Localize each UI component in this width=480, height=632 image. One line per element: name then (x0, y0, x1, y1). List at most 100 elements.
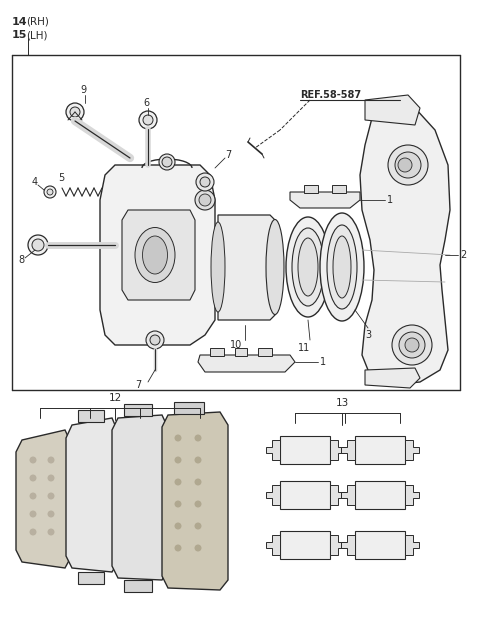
Circle shape (162, 157, 172, 167)
Text: 8: 8 (18, 255, 24, 265)
Polygon shape (360, 100, 450, 385)
Polygon shape (405, 440, 419, 460)
Bar (124, 580, 152, 592)
Circle shape (44, 186, 56, 198)
Circle shape (48, 492, 55, 499)
Polygon shape (198, 355, 295, 372)
Polygon shape (290, 192, 360, 208)
Polygon shape (280, 531, 330, 559)
Text: 11: 11 (298, 343, 310, 353)
Circle shape (399, 332, 425, 358)
Text: 7: 7 (135, 380, 141, 390)
Polygon shape (405, 535, 419, 555)
Circle shape (194, 523, 202, 530)
Polygon shape (122, 210, 195, 300)
Circle shape (28, 235, 48, 255)
Circle shape (195, 190, 215, 210)
Text: 15: 15 (12, 30, 27, 40)
Polygon shape (405, 485, 419, 505)
Bar (332, 185, 346, 193)
Circle shape (200, 177, 210, 187)
Polygon shape (330, 485, 344, 505)
Bar (235, 348, 247, 356)
Ellipse shape (298, 238, 318, 296)
Circle shape (150, 335, 160, 345)
Polygon shape (16, 430, 72, 568)
Polygon shape (355, 531, 405, 559)
Ellipse shape (143, 236, 168, 274)
Circle shape (29, 528, 36, 535)
Circle shape (29, 475, 36, 482)
Text: 7: 7 (225, 150, 231, 160)
Ellipse shape (327, 225, 357, 309)
Text: 4: 4 (32, 177, 38, 187)
Polygon shape (330, 440, 344, 460)
Polygon shape (365, 368, 420, 388)
Polygon shape (365, 95, 420, 125)
Circle shape (48, 475, 55, 482)
Text: 5: 5 (58, 173, 64, 183)
Text: 12: 12 (108, 393, 121, 403)
Bar (124, 404, 152, 416)
Circle shape (392, 325, 432, 365)
Circle shape (146, 331, 164, 349)
Circle shape (175, 523, 181, 530)
Polygon shape (355, 481, 405, 509)
Text: 3: 3 (365, 330, 371, 340)
Text: 13: 13 (336, 398, 348, 408)
Polygon shape (100, 165, 215, 345)
Text: (RH): (RH) (26, 17, 49, 27)
Circle shape (29, 456, 36, 463)
Polygon shape (266, 485, 280, 505)
Ellipse shape (286, 217, 330, 317)
Bar (78, 410, 104, 422)
Circle shape (196, 173, 214, 191)
Circle shape (194, 501, 202, 507)
Polygon shape (66, 418, 118, 572)
Circle shape (47, 189, 53, 195)
Ellipse shape (266, 219, 284, 315)
Ellipse shape (320, 213, 364, 321)
Polygon shape (280, 481, 330, 509)
Text: 14: 14 (12, 17, 28, 27)
Text: 1: 1 (387, 195, 393, 205)
Circle shape (48, 511, 55, 518)
Circle shape (66, 103, 84, 121)
Circle shape (398, 158, 412, 172)
Circle shape (395, 152, 421, 178)
Bar (258, 348, 272, 356)
Bar (174, 402, 204, 414)
Circle shape (175, 501, 181, 507)
Circle shape (29, 511, 36, 518)
Ellipse shape (211, 222, 225, 312)
Circle shape (70, 107, 80, 117)
Circle shape (194, 545, 202, 552)
Ellipse shape (333, 236, 351, 298)
Circle shape (405, 338, 419, 352)
Bar (210, 348, 224, 356)
Circle shape (175, 435, 181, 442)
Text: (LH): (LH) (26, 30, 48, 40)
Circle shape (32, 239, 44, 251)
Circle shape (29, 492, 36, 499)
Ellipse shape (292, 228, 324, 306)
Polygon shape (330, 535, 344, 555)
Polygon shape (218, 215, 275, 320)
Circle shape (194, 435, 202, 442)
Circle shape (194, 478, 202, 485)
Circle shape (139, 111, 157, 129)
Circle shape (175, 478, 181, 485)
Polygon shape (266, 535, 280, 555)
Circle shape (199, 194, 211, 206)
Text: 1: 1 (320, 357, 326, 367)
Text: 6: 6 (143, 98, 149, 108)
Circle shape (48, 456, 55, 463)
Polygon shape (280, 436, 330, 464)
Bar (78, 572, 104, 584)
Polygon shape (355, 436, 405, 464)
Circle shape (48, 528, 55, 535)
Circle shape (175, 456, 181, 463)
Polygon shape (341, 535, 355, 555)
Polygon shape (341, 485, 355, 505)
Text: 9: 9 (80, 85, 86, 95)
